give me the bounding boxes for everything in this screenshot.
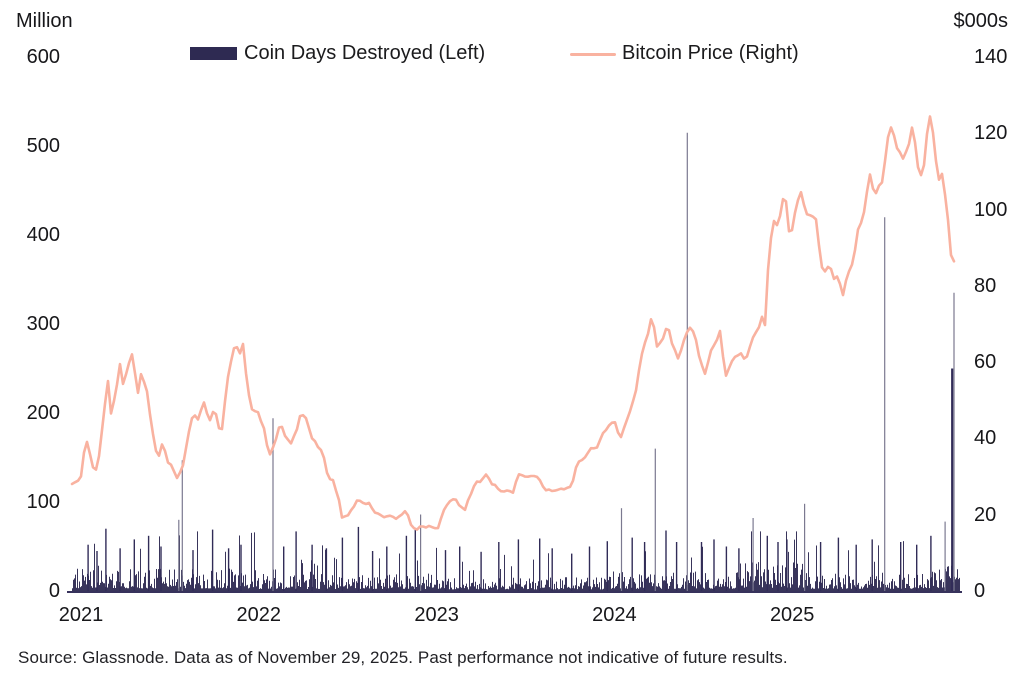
bitcoin-price-line bbox=[70, 115, 956, 531]
left-axis-tick-300: 300 bbox=[26, 313, 60, 335]
x-axis-tick-2025: 2025 bbox=[769, 604, 815, 626]
x-axis-tick-2021: 2021 bbox=[58, 604, 104, 626]
source-note: Source: Glassnode. Data as of November 2… bbox=[18, 648, 788, 667]
cdd-legend-swatch bbox=[190, 47, 237, 60]
cdd-legend-label: Coin Days Destroyed (Left) bbox=[244, 42, 486, 64]
left-axis-tick-200: 200 bbox=[26, 402, 60, 424]
left-axis-tick-0: 0 bbox=[48, 580, 60, 602]
left-axis-unit-label: Million bbox=[16, 10, 73, 32]
left-axis-tick-100: 100 bbox=[26, 491, 60, 513]
right-axis-tick-120: 120 bbox=[974, 122, 1008, 145]
left-axis-tick-500: 500 bbox=[26, 135, 60, 157]
cdd-bars-series bbox=[72, 132, 960, 591]
right-axis-tick-140: 140 bbox=[974, 46, 1008, 68]
left-axis-tick-400: 400 bbox=[26, 224, 60, 246]
right-axis-tick-0: 0 bbox=[974, 580, 986, 602]
x-axis-tick-2023: 2023 bbox=[414, 604, 459, 626]
right-axis-unit-label: $000s bbox=[953, 10, 1009, 32]
right-axis-tick-60: 60 bbox=[974, 351, 997, 374]
right-axis-tick-100: 100 bbox=[974, 198, 1008, 221]
x-axis-tick-2022: 2022 bbox=[236, 604, 282, 626]
price-legend-line-swatch bbox=[570, 53, 616, 56]
left-axis-tick-600: 600 bbox=[26, 46, 60, 68]
x-axis-tick-2024: 2024 bbox=[592, 604, 637, 626]
right-axis-tick-80: 80 bbox=[974, 274, 997, 297]
price-legend-label: Bitcoin Price (Right) bbox=[622, 42, 799, 64]
right-axis-tick-40: 40 bbox=[974, 427, 997, 450]
right-axis-tick-20: 20 bbox=[974, 503, 997, 526]
